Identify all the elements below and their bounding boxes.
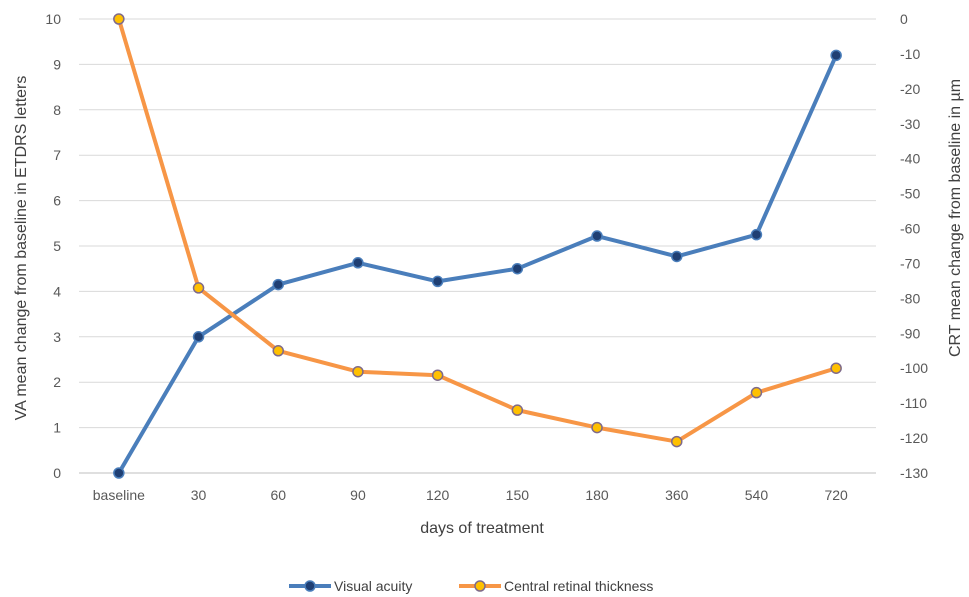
- central-retinal-thickness-point: [591, 421, 603, 434]
- right-tick-label: -20: [900, 81, 920, 97]
- right-tick-label: 0: [900, 11, 908, 27]
- left-tick-label: 5: [53, 238, 61, 254]
- x-axis-tick-labels: baseline 30 60 90 120 150 180 360 540 720: [93, 487, 848, 503]
- central-retinal-thickness-line: [116, 17, 839, 444]
- gridlines: [79, 18, 876, 474]
- visual-acuity-point: [591, 230, 603, 242]
- visual-acuity-point: [750, 228, 763, 241]
- x-axis-title: days of treatment: [420, 520, 544, 537]
- legend-swatch-marker: [474, 580, 486, 592]
- visual-acuity-point: [113, 467, 125, 479]
- central-retinal-thickness-point: [192, 282, 205, 294]
- right-tick-label: -60: [900, 221, 920, 237]
- left-tick-label: 6: [53, 193, 61, 209]
- x-tick-label: 60: [270, 487, 286, 503]
- visual-acuity-point: [511, 262, 524, 275]
- left-tick-label: 8: [53, 102, 61, 118]
- central-retinal-thickness-point: [352, 365, 364, 378]
- right-tick-label: -130: [900, 465, 928, 481]
- right-tick-label: -30: [900, 116, 920, 132]
- visual-acuity-point: [830, 49, 842, 62]
- left-tick-label: 4: [53, 283, 61, 299]
- central-retinal-thickness-point: [113, 13, 125, 25]
- x-tick-label: 720: [824, 487, 848, 503]
- central-retinal-thickness-point: [511, 404, 524, 416]
- central-retinal-thickness-point: [671, 435, 683, 448]
- x-tick-label: 90: [350, 487, 366, 503]
- left-axis-tick-labels: 0 1 2 3 4 5 6 7 8 9 10: [45, 11, 61, 481]
- x-tick-label: baseline: [93, 487, 145, 503]
- x-tick-label: 30: [191, 487, 207, 503]
- visual-acuity-point: [272, 278, 284, 291]
- right-tick-label: -120: [900, 430, 928, 446]
- visual-acuity-point: [671, 250, 683, 263]
- right-tick-label: -10: [900, 46, 920, 62]
- left-tick-label: 9: [53, 56, 61, 72]
- x-tick-label: 120: [426, 487, 450, 503]
- x-tick-label: 540: [745, 487, 769, 503]
- y-axis-title-left: VA mean change from baseline in ETDRS le…: [13, 76, 30, 421]
- legend-swatch-marker: [304, 580, 316, 592]
- central-retinal-thickness-point: [830, 362, 842, 374]
- right-tick-label: -80: [900, 290, 920, 306]
- visual-acuity-line: [116, 53, 839, 475]
- left-tick-label: 10: [45, 11, 61, 27]
- central-retinal-thickness-point: [272, 345, 284, 357]
- x-tick-label: 360: [665, 487, 689, 503]
- legend-label: Visual acuity: [334, 578, 412, 594]
- legend: Visual acuity Central retinal thickness: [289, 578, 653, 594]
- series-layer: [113, 13, 842, 479]
- central-retinal-thickness-point: [431, 369, 444, 381]
- x-tick-label: 180: [585, 487, 609, 503]
- left-tick-label: 1: [53, 420, 61, 436]
- left-tick-label: 2: [53, 374, 61, 390]
- visual-acuity-point: [352, 257, 364, 269]
- y-axis-title-right: CRT mean change from baseline in µm: [947, 79, 964, 357]
- legend-item-visual-acuity: Visual acuity: [289, 578, 412, 594]
- right-tick-label: -50: [900, 186, 920, 202]
- right-tick-label: -110: [900, 395, 927, 411]
- right-tick-label: -90: [900, 325, 920, 341]
- visual-acuity-point: [192, 331, 205, 343]
- right-tick-label: -70: [900, 255, 920, 271]
- right-tick-label: -100: [900, 360, 928, 376]
- right-tick-label: -40: [900, 151, 920, 167]
- right-axis-tick-labels: 0 -10 -20 -30 -40 -50 -60 -70 -80 -90 -100 -110 -120…: [900, 11, 928, 481]
- left-tick-label: 3: [53, 329, 61, 345]
- legend-item-central-retinal-thickness: Central retinal thickness: [459, 578, 653, 594]
- legend-label: Central retinal thickness: [504, 578, 653, 594]
- x-tick-label: 150: [506, 487, 530, 503]
- left-tick-label: 7: [53, 147, 61, 163]
- visual-acuity-point: [431, 275, 444, 288]
- left-tick-label: 0: [53, 465, 61, 481]
- central-retinal-thickness-point: [750, 386, 763, 399]
